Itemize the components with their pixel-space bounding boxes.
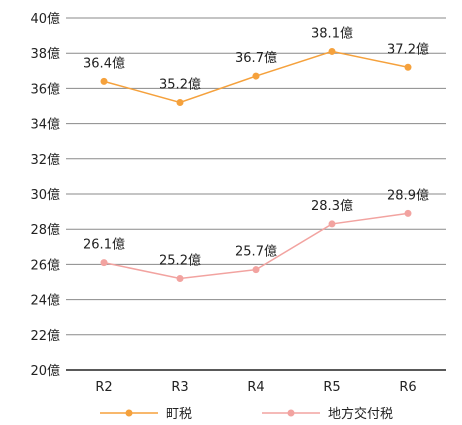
legend-label: 地方交付税 (328, 406, 393, 422)
legend-marker (125, 409, 133, 417)
data-label: 38.1億 (311, 25, 353, 41)
legend-marker (287, 409, 295, 417)
data-point (252, 72, 260, 80)
data-point (176, 98, 184, 106)
x-tick-label: R2 (95, 380, 112, 395)
x-axis-ticks: R2 R3 R4 R5 R6 (95, 380, 416, 395)
y-axis-ticks: 20億 22億 24億 26億 28億 30億 32億 34億 36億 38億 40億 (30, 11, 60, 379)
y-tick-label: 34億 (30, 117, 60, 133)
data-label: 26.1億 (83, 237, 125, 253)
data-label: 25.7億 (235, 244, 277, 260)
y-tick-label: 30億 (30, 187, 60, 203)
y-tick-label: 20億 (30, 363, 60, 379)
data-point (100, 77, 108, 85)
data-label: 36.4億 (83, 55, 125, 71)
data-point (404, 209, 412, 217)
data-label: 35.2億 (159, 76, 201, 92)
x-tick-label: R6 (399, 380, 416, 395)
legend-label: 町税 (166, 407, 192, 422)
data-point (328, 47, 336, 55)
legend: 町税 地方交付税 (100, 406, 393, 422)
y-tick-label: 40億 (30, 11, 60, 27)
y-tick-label: 32億 (30, 152, 60, 168)
x-tick-label: R4 (247, 380, 264, 395)
series-group: 36.4億 35.2億 36.7億 38.1億 37.2億 26.1億 25.2億 25.7億… (83, 25, 429, 282)
data-label: 25.2億 (159, 252, 201, 268)
data-label: 37.2億 (387, 41, 429, 57)
data-label: 28.9億 (387, 187, 429, 203)
x-tick-label: R5 (323, 380, 340, 395)
grid-lines (66, 17, 446, 371)
data-point (252, 266, 260, 274)
data-label: 36.7億 (235, 50, 277, 66)
data-point (176, 274, 184, 282)
data-point (328, 220, 336, 228)
y-tick-label: 26億 (30, 257, 60, 273)
data-point (100, 259, 108, 267)
y-tick-label: 28億 (30, 222, 60, 238)
y-tick-label: 36億 (30, 81, 60, 97)
data-point (404, 63, 412, 71)
y-tick-label: 38億 (30, 46, 60, 62)
y-tick-label: 22億 (30, 328, 60, 344)
x-tick-label: R3 (171, 380, 188, 395)
data-label: 28.3億 (311, 198, 353, 214)
y-tick-label: 24億 (30, 293, 60, 309)
